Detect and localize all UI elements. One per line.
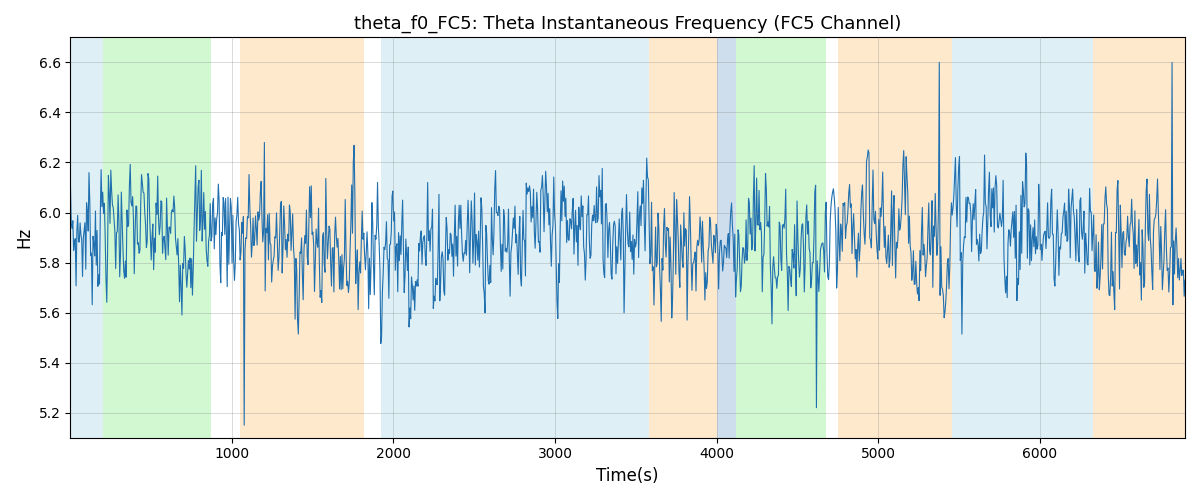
Bar (1093, 38, 1186, 438)
Bar (736, 38, 827, 438)
Bar (103, 38, 211, 438)
Bar (953, 38, 1093, 438)
X-axis label: Time(s): Time(s) (596, 467, 659, 485)
Bar (838, 38, 953, 438)
Title: theta_f0_FC5: Theta Instantaneous Frequency (FC5 Channel): theta_f0_FC5: Theta Instantaneous Freque… (354, 15, 901, 34)
Bar (649, 38, 716, 438)
Bar (240, 38, 365, 438)
Y-axis label: Hz: Hz (14, 227, 32, 248)
Bar (71, 38, 103, 438)
Bar (380, 38, 649, 438)
Bar (716, 38, 736, 438)
